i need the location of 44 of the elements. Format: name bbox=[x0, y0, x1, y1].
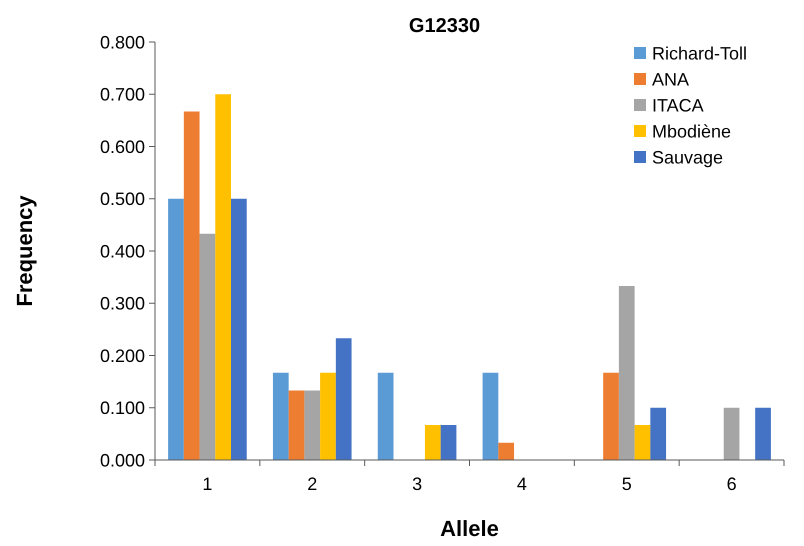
x-tick-label: 5 bbox=[622, 474, 632, 494]
bar bbox=[231, 198, 247, 460]
y-tick-label: 0.800 bbox=[100, 32, 145, 52]
y-tick-label: 0.000 bbox=[100, 450, 145, 470]
bar bbox=[215, 94, 232, 460]
y-axis-title: Frequency bbox=[12, 194, 37, 307]
bar bbox=[634, 424, 650, 460]
bar bbox=[378, 372, 394, 460]
legend-label: ITACA bbox=[652, 95, 704, 116]
legend-label: Mbodiène bbox=[652, 121, 732, 142]
legend-label: Richard-Toll bbox=[652, 43, 748, 64]
legend-label: ANA bbox=[652, 69, 690, 90]
bar bbox=[184, 111, 200, 460]
x-tick-label: 1 bbox=[202, 474, 212, 494]
bar bbox=[272, 372, 289, 460]
bar bbox=[618, 286, 635, 460]
y-tick-label: 0.600 bbox=[100, 136, 145, 157]
bar bbox=[336, 338, 352, 460]
bar bbox=[288, 390, 304, 460]
bar bbox=[304, 390, 320, 460]
x-tick-label: 3 bbox=[412, 474, 422, 494]
x-tick-label: 6 bbox=[726, 474, 737, 494]
bar bbox=[603, 372, 619, 460]
bar bbox=[440, 424, 456, 460]
y-tick-label: 0.300 bbox=[100, 294, 145, 314]
y-tick-label: 0.500 bbox=[100, 189, 145, 210]
y-tick-label: 0.100 bbox=[100, 398, 145, 418]
bar bbox=[498, 442, 514, 460]
bar bbox=[650, 408, 666, 460]
bar bbox=[168, 198, 184, 460]
x-tick-label: 4 bbox=[516, 474, 527, 494]
bar bbox=[482, 372, 498, 460]
legend-label: Sauvage bbox=[652, 147, 724, 168]
y-tick-label: 0.700 bbox=[100, 84, 145, 105]
bar bbox=[200, 234, 216, 460]
y-tick-label: 0.200 bbox=[100, 346, 145, 366]
y-tick-label: 0.400 bbox=[100, 241, 145, 262]
bar bbox=[424, 424, 441, 460]
chart-title: G12330 bbox=[408, 15, 480, 37]
bar bbox=[755, 408, 771, 460]
x-tick-label: 2 bbox=[307, 474, 318, 494]
x-axis-title: Allele bbox=[440, 516, 499, 541]
bar bbox=[320, 372, 336, 460]
bar bbox=[724, 408, 740, 460]
